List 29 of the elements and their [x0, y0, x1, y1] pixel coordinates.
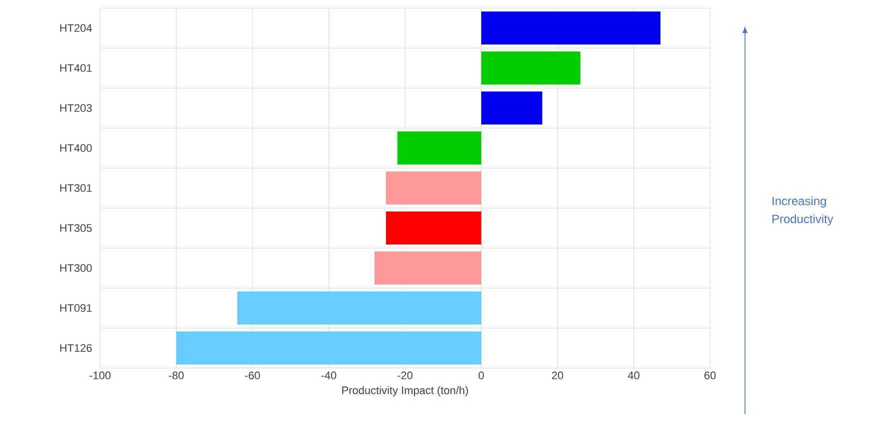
- x-tick-label: 40: [628, 372, 640, 380]
- x-tick-label: -80: [168, 372, 184, 380]
- y-tick-label: HT091: [60, 304, 92, 312]
- x-tick-label: -20: [398, 372, 412, 380]
- bar: [481, 52, 580, 85]
- x-tick-label: 60: [704, 372, 716, 380]
- bar: [397, 132, 482, 165]
- y-tick-label: HT204: [60, 24, 92, 32]
- x-tick-label: 0: [478, 372, 484, 380]
- text: Increasing Productivity: [772, 196, 834, 226]
- y-tick-label: HT305: [60, 224, 92, 232]
- y-tick-label: HT301: [60, 184, 92, 192]
- bar: [237, 292, 482, 325]
- y-tick-label: HT126: [60, 344, 92, 352]
- y-tick-label: HT300: [60, 264, 92, 272]
- bar: [374, 252, 482, 285]
- x-axis-title: Productivity Impact (ton/h): [342, 386, 468, 396]
- y-tick-label: HT401: [60, 64, 92, 72]
- bar: [481, 92, 542, 125]
- x-tick-label: -100: [90, 372, 111, 380]
- x-tick-label: -40: [321, 372, 336, 380]
- y-tick-label: HT400: [60, 144, 92, 152]
- bar: [176, 332, 482, 365]
- bar: [386, 172, 482, 205]
- bar: [481, 12, 660, 45]
- bar: [386, 212, 482, 245]
- x-tick-label: -60: [245, 372, 260, 380]
- y-tick-label: HT203: [60, 104, 92, 112]
- x-tick-label: 20: [552, 372, 564, 380]
